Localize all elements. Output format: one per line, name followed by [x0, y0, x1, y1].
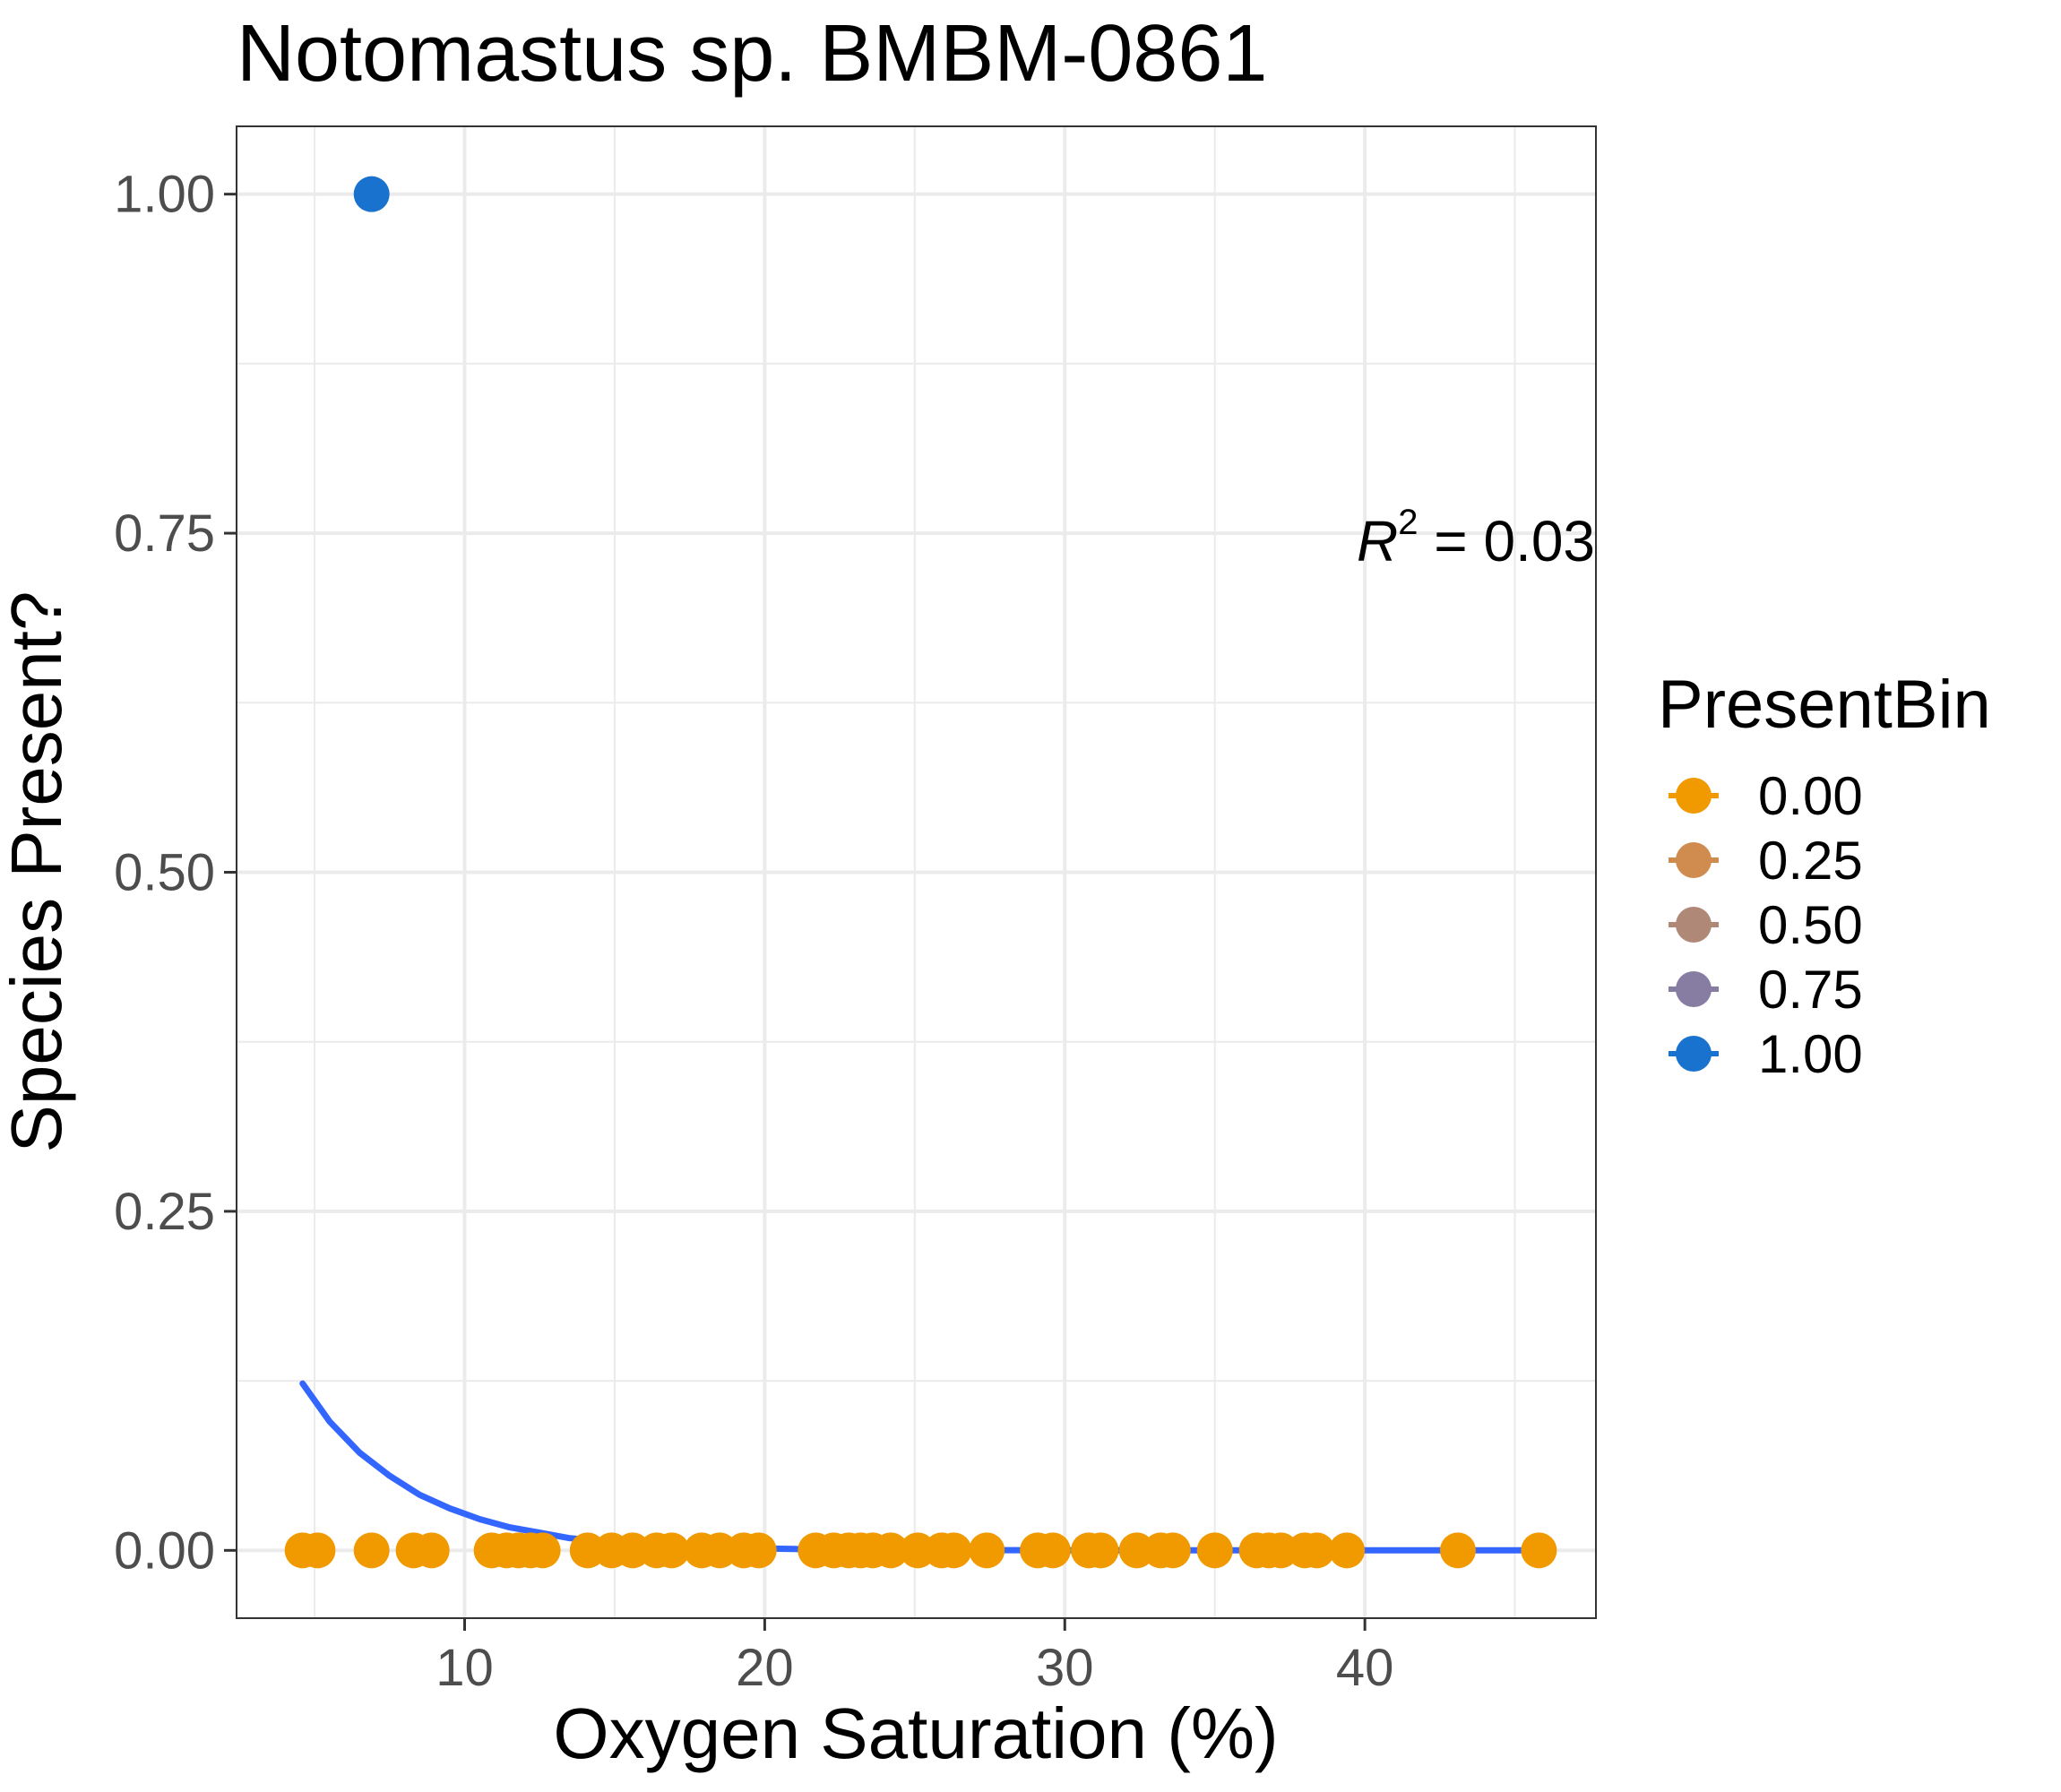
present-point	[353, 176, 390, 212]
y-axis-label: Species Present?	[0, 590, 76, 1152]
y-tick-label: 0.25	[114, 1183, 215, 1241]
absent-point	[969, 1532, 1005, 1569]
legend-key-point	[1676, 842, 1712, 878]
absent-point	[1154, 1532, 1191, 1569]
absent-point	[936, 1532, 972, 1569]
x-tick-label: 10	[435, 1639, 494, 1697]
x-axis-label: Oxygen Saturation (%)	[553, 1693, 1278, 1773]
absent-point	[353, 1532, 390, 1569]
legend: PresentBin 0.000.250.500.751.00	[1658, 667, 1991, 1084]
x-tick-label: 40	[1336, 1639, 1394, 1697]
x-axis: 10 20 30 40	[435, 1618, 1393, 1697]
absent-point	[1082, 1532, 1119, 1569]
absent-point	[653, 1532, 690, 1569]
legend-key-point	[1676, 907, 1712, 943]
absent-point	[1034, 1532, 1071, 1569]
legend-key-point	[1676, 971, 1712, 1007]
absent-point	[1329, 1532, 1366, 1569]
absent-point	[1439, 1532, 1476, 1569]
legend-label: 1.00	[1758, 1024, 1863, 1084]
data-points	[284, 176, 1557, 1569]
absent-point	[1298, 1532, 1335, 1569]
r-squared-symbol: R	[1357, 509, 1398, 573]
absent-point	[740, 1532, 777, 1569]
y-axis: 0.00 0.25 0.50 0.75 1.00	[114, 166, 237, 1580]
chart-title: Notomastus sp. BMBM-0861	[237, 9, 1267, 99]
x-tick-label: 20	[736, 1639, 794, 1697]
absent-point	[524, 1532, 561, 1569]
legend-key-point	[1676, 1036, 1712, 1072]
absent-point	[873, 1532, 910, 1569]
y-tick-label: 0.75	[114, 504, 215, 563]
y-tick-label: 0.00	[114, 1521, 215, 1580]
absent-point	[1521, 1532, 1557, 1569]
x-tick-label: 30	[1036, 1639, 1094, 1697]
r-squared-value: = 0.03	[1419, 509, 1596, 573]
y-tick-label: 1.00	[114, 166, 215, 224]
legend-label: 0.75	[1758, 960, 1863, 1020]
legend-title: PresentBin	[1658, 667, 1991, 743]
absent-point	[1196, 1532, 1233, 1569]
plot-panel: R2 = 0.03	[236, 125, 1597, 1619]
absent-point	[299, 1532, 336, 1569]
r-squared-exponent: 2	[1398, 503, 1418, 542]
absent-point	[413, 1532, 450, 1569]
legend-label: 0.00	[1758, 766, 1863, 826]
legend-items: 0.000.250.500.751.00	[1669, 766, 1863, 1084]
r-squared-annotation: R2 = 0.03	[1357, 503, 1595, 573]
legend-key-point	[1676, 778, 1712, 814]
legend-label: 0.25	[1758, 831, 1863, 891]
legend-label: 0.50	[1758, 895, 1863, 955]
y-tick-label: 0.50	[114, 844, 215, 902]
